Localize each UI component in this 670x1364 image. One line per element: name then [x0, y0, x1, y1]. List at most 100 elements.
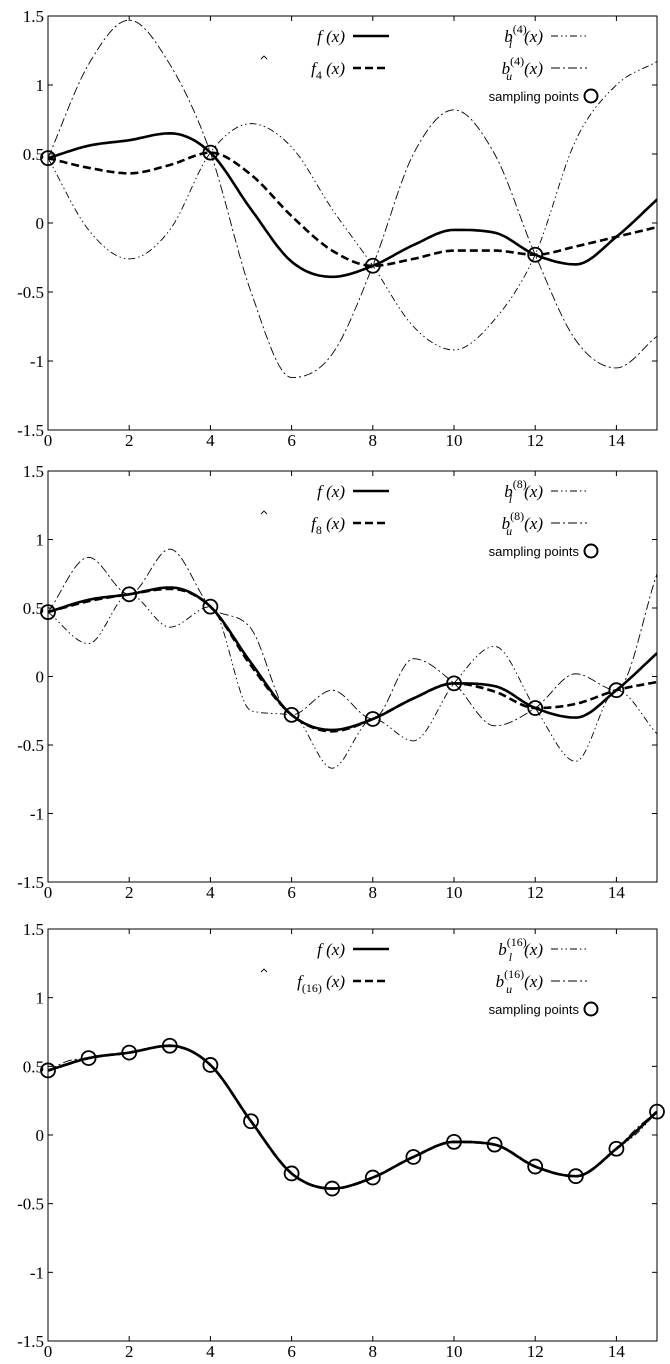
sampling-point	[121, 1044, 138, 1061]
series-line-f	[48, 586, 657, 732]
x-tick-label: 6	[287, 883, 296, 902]
sampling-point	[364, 1169, 381, 1186]
legend-label-fhat: f4 (x)	[311, 59, 345, 82]
y-tick-label: 0	[36, 214, 45, 233]
x-tick-label: 10	[446, 883, 463, 902]
legend-label-bl: b(8) l (x)	[504, 477, 543, 506]
sampling-point	[608, 1140, 625, 1157]
plot-frame	[47, 928, 658, 1342]
legend-label-f: f (x)	[317, 940, 345, 959]
x-tick-label: 14	[608, 883, 626, 902]
sampling-point	[283, 1165, 300, 1182]
legend-label-bl: b(16) l (x)	[498, 935, 543, 964]
legend-hat-mark	[260, 510, 268, 515]
series-line-bu	[48, 1045, 657, 1190]
legend-label-fhat: f8 (x)	[311, 514, 345, 537]
legend-marker-sampling	[583, 543, 599, 559]
y-tick-label: 0	[36, 1126, 45, 1145]
x-tick-label: 8	[369, 1342, 378, 1361]
legend-label-f: f (x)	[317, 482, 345, 501]
legend-label-bu: b(4) u (x)	[502, 54, 544, 83]
sampling-point	[243, 1113, 259, 1130]
sampling-point	[527, 700, 544, 716]
x-tick-label: 0	[44, 1342, 53, 1361]
sampling-point	[527, 1158, 544, 1175]
legend-label-fhat: f(16) (x)	[297, 972, 345, 995]
sampling-point	[40, 604, 56, 621]
x-tick-label: 2	[125, 1342, 134, 1361]
x-tick-label: 8	[369, 883, 378, 902]
series-line-bl	[48, 1045, 657, 1190]
legend-label-sampling: sampling points	[489, 544, 580, 559]
y-tick-label: -0.5	[17, 283, 44, 302]
series-line-f	[48, 132, 657, 279]
legend-hat-mark	[260, 968, 268, 973]
legend-label-sampling: sampling points	[489, 1002, 580, 1017]
x-tick-label: 14	[608, 1342, 626, 1361]
sampling-point	[202, 598, 219, 615]
x-tick-label: 4	[206, 1342, 215, 1361]
x-tick-label: 10	[446, 1342, 463, 1361]
y-tick-label: 1	[36, 76, 45, 95]
legend-label-bu: b(16) u (x)	[496, 967, 544, 996]
y-tick-label: -1	[30, 1263, 44, 1282]
y-tick-label: 0.5	[23, 1057, 44, 1076]
y-tick-label: -1.5	[17, 873, 44, 892]
x-tick-label: 8	[369, 431, 378, 450]
y-tick-label: -1	[30, 805, 44, 824]
sampling-point	[283, 706, 300, 723]
legend-label-bl: b(4) l (x)	[504, 22, 543, 51]
y-tick-label: 0.5	[23, 145, 44, 164]
sampling-point	[161, 1037, 178, 1054]
series-line-bl	[48, 593, 657, 769]
series-line-bu	[48, 19, 657, 379]
legend-label-bu: b(8) u (x)	[502, 509, 544, 538]
series-line-f	[48, 1044, 657, 1190]
y-tick-label: -1.5	[17, 1332, 44, 1351]
series-line-fhat	[48, 151, 657, 268]
y-tick-label: 1	[36, 989, 45, 1008]
y-tick-label: -1.5	[17, 421, 44, 440]
x-tick-label: 0	[44, 883, 53, 902]
x-tick-label: 0	[44, 431, 53, 450]
sampling-point	[80, 1050, 97, 1066]
legend-hat-mark	[260, 55, 268, 60]
x-tick-label: 6	[287, 431, 296, 450]
x-tick-label: 6	[287, 1342, 296, 1361]
legend-marker-sampling	[583, 1001, 599, 1017]
sampling-point	[567, 1168, 584, 1185]
x-tick-label: 12	[527, 431, 544, 450]
x-tick-label: 4	[206, 883, 215, 902]
series-line-bu	[48, 548, 657, 727]
sampling-point	[40, 150, 56, 167]
legend-label-sampling: sampling points	[489, 89, 580, 104]
sampling-point	[40, 1062, 56, 1079]
legend-marker-sampling	[583, 88, 599, 104]
legend-label-f: f (x)	[317, 27, 345, 46]
y-tick-label: 0	[36, 668, 45, 687]
sampling-point	[446, 1133, 462, 1150]
chart-panel-1: 1.510.50-0.5-1-1.50 2 4 6 8 10 12 14f (x)f4 (x)…	[17, 7, 658, 450]
sampling-point	[649, 1103, 665, 1120]
sampling-point	[364, 711, 381, 727]
y-tick-label: -0.5	[17, 736, 44, 755]
sampling-point	[364, 257, 381, 274]
chart-panel-3: 1.510.50-0.5-1-1.50 2 4 6 8 10 12 14f (x)f(16) …	[17, 920, 665, 1361]
x-tick-label: 14	[608, 431, 626, 450]
y-tick-label: 0.5	[23, 599, 44, 618]
sampling-point	[324, 1180, 341, 1197]
y-tick-label: 1	[36, 531, 45, 550]
x-tick-label: 2	[125, 431, 134, 450]
y-tick-label: 1.5	[23, 920, 44, 939]
chart-panel-2: 1.510.50-0.5-1-1.50 2 4 6 8 10 12 14f (x)f8 (x)…	[17, 462, 658, 902]
sampling-point	[608, 682, 625, 699]
x-tick-label: 4	[206, 431, 215, 450]
series-line-bl	[48, 61, 657, 351]
sampling-point	[446, 675, 462, 692]
y-tick-label: -1	[30, 352, 44, 371]
x-tick-label: 12	[527, 883, 544, 902]
sampling-point	[527, 246, 544, 263]
y-tick-label: 1.5	[23, 462, 44, 481]
series-line-fhat	[48, 1044, 657, 1190]
